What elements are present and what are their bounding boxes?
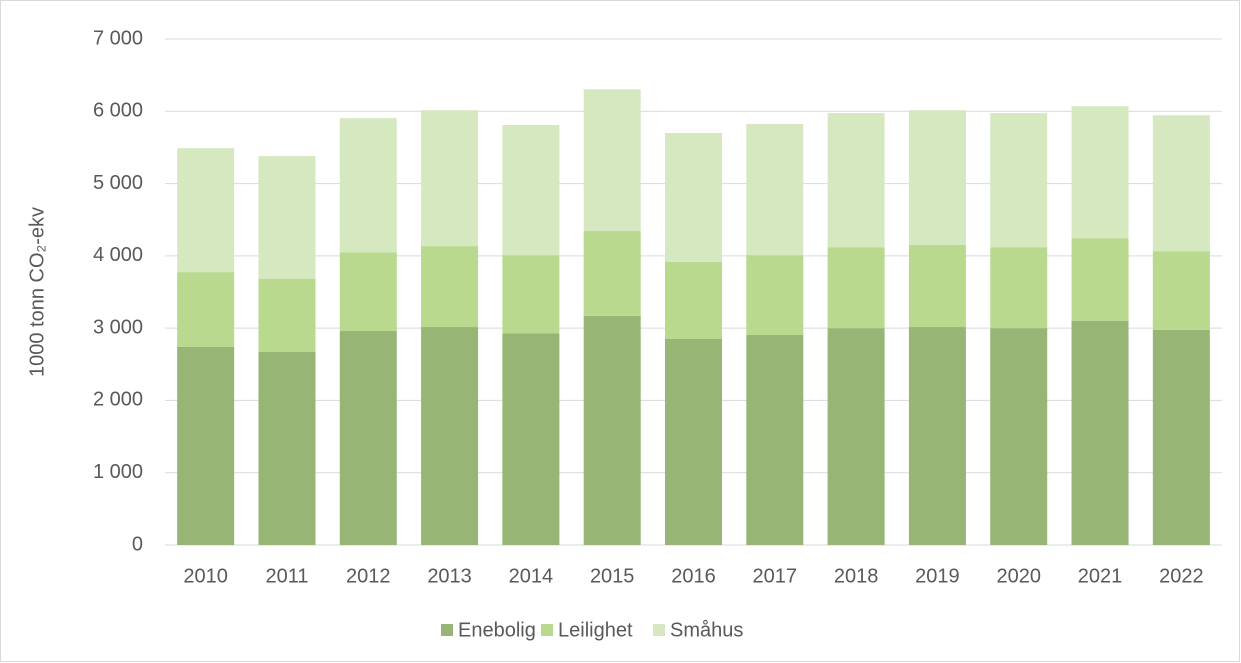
bar-segment — [339, 118, 397, 253]
x-tick-label: 2021 — [1078, 565, 1123, 587]
bar-segment — [665, 338, 722, 545]
x-tick-label: 2012 — [346, 565, 391, 587]
bar-segment — [746, 335, 804, 545]
y-tick-label: 1 000 — [93, 461, 143, 483]
y-tick-label: 4 000 — [93, 244, 143, 266]
y-tick-label: 7 000 — [93, 27, 143, 49]
bar-segment — [827, 328, 885, 545]
x-tick-label: 2018 — [834, 565, 879, 587]
bar-segment — [1071, 106, 1129, 239]
bar-segment — [908, 245, 966, 328]
y-axis-label: 1000 tonn CO₂-ekv — [26, 207, 48, 377]
bar-segment — [990, 247, 1048, 329]
x-tick-label: 2022 — [1159, 565, 1204, 587]
bar-segment — [583, 230, 641, 316]
bar-segment — [177, 148, 235, 273]
bar-segment — [827, 113, 885, 248]
legend-swatch — [441, 624, 453, 636]
bar-segment — [502, 333, 560, 545]
x-tick-label: 2014 — [509, 565, 554, 587]
x-tick-label: 2013 — [427, 565, 472, 587]
x-tick-label: 2017 — [753, 565, 798, 587]
bar-segment — [990, 113, 1048, 248]
bar-segment — [421, 246, 479, 328]
bar-segment — [421, 110, 479, 247]
bar-segment — [827, 247, 885, 329]
x-tick-label: 2016 — [671, 565, 716, 587]
legend-label: Småhus — [670, 619, 743, 641]
x-tick-label: 2015 — [590, 565, 635, 587]
y-tick-label: 5 000 — [93, 172, 143, 194]
legend-label: Leilighet — [558, 619, 633, 641]
y-tick-label: 2 000 — [93, 389, 143, 411]
bar-segment — [1152, 329, 1210, 545]
bar-segment — [746, 123, 804, 256]
legend-swatch — [653, 624, 665, 636]
bar-segment — [1152, 251, 1210, 330]
bar-segment — [258, 278, 316, 352]
bar-segment — [339, 331, 397, 545]
bar-segment — [502, 255, 560, 334]
bar-segment — [177, 272, 235, 347]
bar-segment — [258, 351, 316, 545]
bar-segment — [908, 110, 966, 246]
x-tick-label: 2020 — [996, 565, 1041, 587]
bar-segment — [908, 327, 966, 545]
bar-segment — [339, 252, 397, 332]
y-tick-label: 6 000 — [93, 100, 143, 122]
x-tick-label: 2011 — [265, 565, 308, 587]
bar-segment — [583, 315, 641, 545]
legend-swatch — [541, 624, 553, 636]
bar-segment — [990, 328, 1048, 545]
bar-segment — [421, 327, 479, 545]
bar-segment — [665, 262, 722, 339]
bar-segment — [583, 89, 641, 231]
bar-segment — [665, 132, 722, 263]
bar-segment — [746, 255, 804, 336]
legend-label: Enebolig — [458, 619, 536, 641]
bar-segment — [502, 125, 560, 256]
y-tick-label: 3 000 — [93, 316, 143, 338]
bar-segment — [1152, 115, 1210, 252]
bar-segment — [258, 156, 316, 279]
bar-segment — [177, 346, 235, 545]
bar-segment — [1071, 238, 1129, 321]
x-tick-label: 2010 — [183, 565, 228, 587]
bar-segment — [1071, 320, 1129, 545]
x-tick-label: 2019 — [915, 565, 960, 587]
y-tick-label: 0 — [132, 533, 143, 555]
